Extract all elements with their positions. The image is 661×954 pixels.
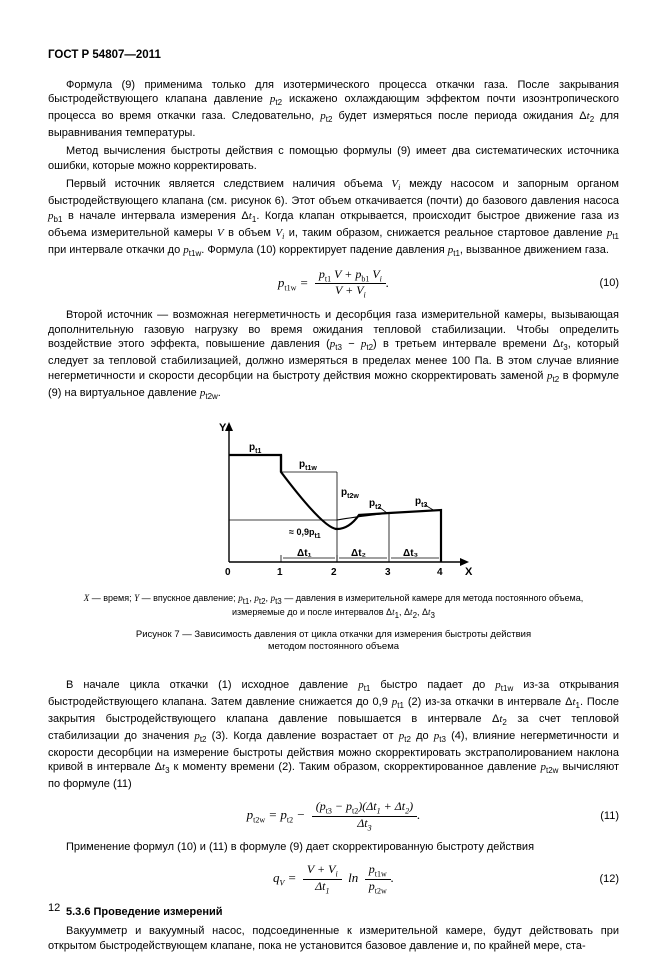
formula-12-number: (12): [394, 872, 619, 887]
figure-7: Y X 0 1 2 3 4 Δt₁ Δ: [48, 417, 619, 653]
svg-text:2: 2: [331, 567, 337, 578]
svg-text:pt3: pt3: [415, 496, 427, 509]
svg-text:1: 1: [277, 567, 283, 578]
document-page: ГОСТ Р 54807—2011 Формула (9) применима …: [0, 0, 661, 936]
figure-7-legend: X — время; Y — впускное давление; pt1, p…: [77, 593, 591, 621]
svg-text:Y: Y: [219, 422, 227, 434]
svg-text:Δt₂: Δt₂: [351, 548, 366, 559]
svg-text:Δt₃: Δt₃: [403, 548, 419, 559]
svg-text:X: X: [465, 566, 473, 578]
page-number: 12: [48, 901, 60, 916]
svg-text:pt2: pt2: [369, 498, 381, 511]
svg-text:pt1: pt1: [249, 442, 261, 455]
svg-text:0: 0: [225, 567, 231, 578]
formula-10-number: (10): [389, 276, 619, 291]
paragraph-5: В начале цикла откачки (1) исходное давл…: [48, 678, 619, 793]
formula-10: pt1w = pt1 V + pb1 Vi V + Vi . (10): [48, 268, 619, 300]
section-5-3-6-head: 5.3.6 Проведение измерений: [48, 905, 619, 920]
svg-text:Δt₁: Δt₁: [297, 548, 312, 559]
formula-11: pt2w = pt2 − (pt3 − pt2)(Δt1 + Δt2) Δt3 …: [48, 800, 619, 832]
formula-11-number: (11): [420, 809, 619, 824]
svg-text:≈ 0,9pt1: ≈ 0,9pt1: [289, 527, 321, 540]
svg-text:pt2w: pt2w: [341, 487, 359, 500]
paragraph-4: Второй источник — возможная негерметично…: [48, 308, 619, 403]
formula-12: qV = V + Vi Δt1 ln pt1w pt2w . (12): [48, 863, 619, 895]
figure-7-svg: Y X 0 1 2 3 4 Δt₁ Δ: [189, 417, 479, 587]
svg-text:3: 3: [385, 567, 391, 578]
doc-standard-header: ГОСТ Р 54807—2011: [48, 48, 619, 64]
figure-7-title: Рисунок 7 — Зависимость давления от цикл…: [48, 629, 619, 654]
paragraph-2: Метод вычисления быстроты действия с пом…: [48, 144, 619, 174]
paragraph-6: Применение формул (10) и (11) в формуле …: [48, 840, 619, 855]
paragraph-1: Формула (9) применима только для изотерм…: [48, 78, 619, 142]
paragraph-3: Первый источник является следствием нали…: [48, 177, 619, 260]
paragraph-7: Вакуумметр и вакуумный насос, подсоедине…: [48, 924, 619, 954]
svg-text:4: 4: [437, 567, 443, 578]
svg-text:pt1w: pt1w: [299, 459, 317, 472]
